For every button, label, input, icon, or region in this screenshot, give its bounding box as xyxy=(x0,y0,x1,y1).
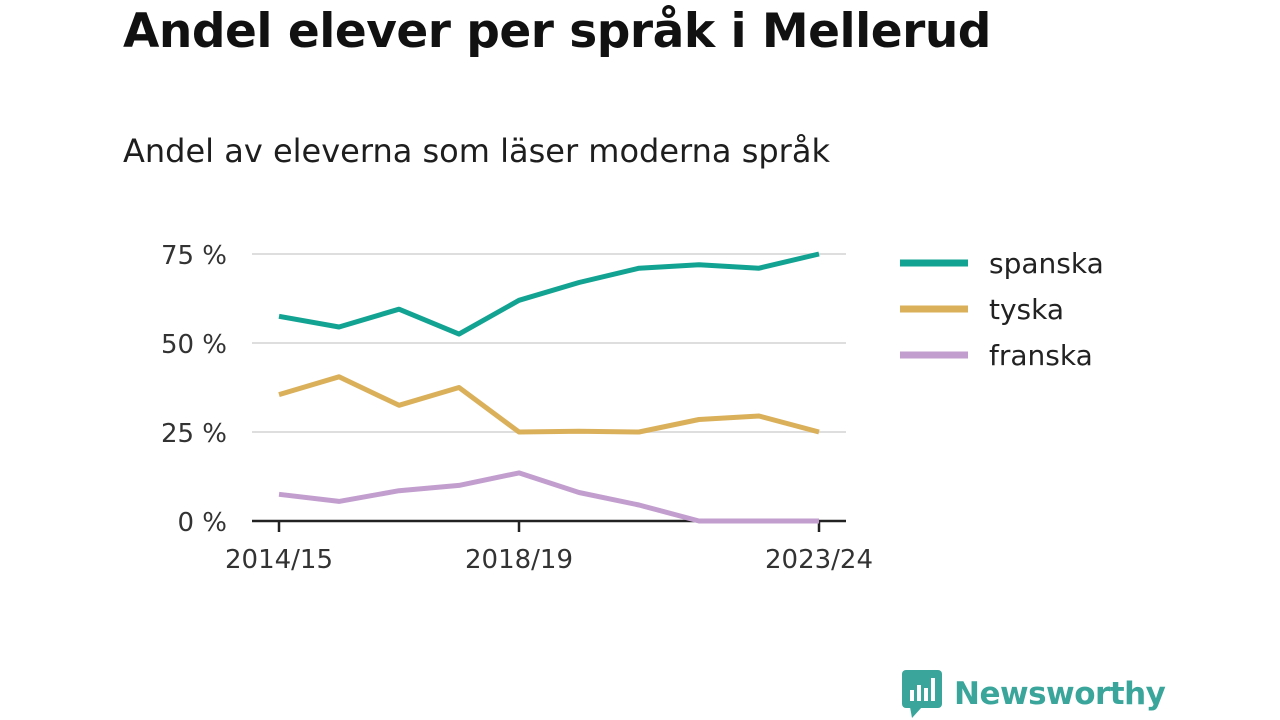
bar-chart-speech-bubble-icon xyxy=(902,670,942,718)
y-tick-label: 25 % xyxy=(161,419,227,449)
chart-legend: spanska tyska franska xyxy=(900,247,1104,372)
legend-label-tyska: tyska xyxy=(989,293,1064,326)
brand-name: Newsworthy xyxy=(954,676,1166,712)
series-line-tyska xyxy=(278,374,820,435)
x-tick-label: 2023/24 xyxy=(765,545,873,575)
y-tick-label: 75 % xyxy=(161,241,227,271)
series-lines xyxy=(278,251,820,524)
x-tick-label: 2018/19 xyxy=(465,545,573,575)
y-tick-label: 50 % xyxy=(161,330,227,360)
grid-lines xyxy=(252,253,846,433)
chart-title: Andel elever per språk i Mellerud xyxy=(123,4,991,59)
legend-label-spanska: spanska xyxy=(989,247,1104,280)
legend-label-franska: franska xyxy=(989,339,1093,372)
series-line-spanska xyxy=(278,251,820,337)
y-tick-label: 0 % xyxy=(177,508,227,538)
chart-axes: 0 % 25 % 50 % 75 % 2014/15 2018/19 2023/24 xyxy=(161,241,873,575)
chart-subtitle: Andel av eleverna som läser moderna språ… xyxy=(123,132,830,170)
newsworthy-logo: Newsworthy xyxy=(902,670,1166,718)
x-tick-label: 2014/15 xyxy=(225,545,333,575)
series-line-franska xyxy=(278,470,819,524)
